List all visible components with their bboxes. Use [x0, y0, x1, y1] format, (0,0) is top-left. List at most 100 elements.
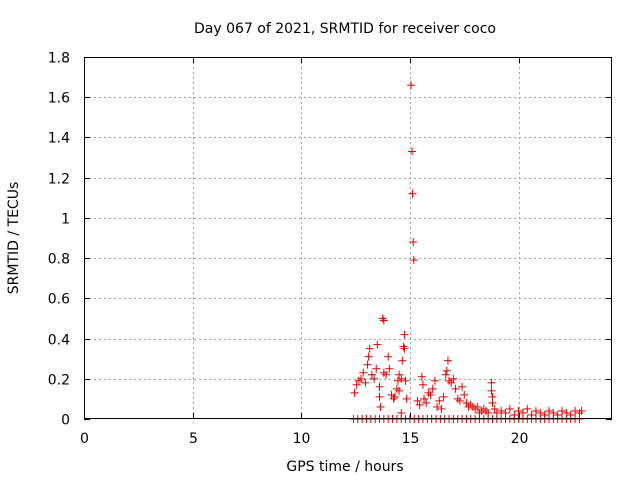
data-point — [407, 81, 416, 90]
x-tick-labels: 0 5 10 15 20 — [80, 431, 528, 447]
grid-lines — [84, 57, 612, 419]
data-point — [442, 366, 451, 375]
y-tick-labels: 0 0.2 0.4 0.6 0.8 1 1.2 1.4 1.6 1.8 — [48, 51, 70, 429]
data-point — [424, 388, 433, 397]
data-point — [387, 390, 396, 399]
data-point — [422, 398, 431, 407]
data-point — [413, 396, 422, 405]
data-point — [437, 404, 446, 413]
y-tick-label: 1.2 — [48, 172, 70, 188]
data-point — [451, 384, 460, 393]
y-tick-label: 0 — [61, 413, 70, 429]
x-tick-label: 10 — [293, 431, 311, 447]
data-point — [479, 404, 488, 413]
y-tick-label: 0.2 — [48, 373, 70, 389]
data-point — [430, 376, 439, 385]
data-points — [349, 81, 586, 423]
data-point — [481, 406, 490, 415]
data-point — [408, 189, 417, 198]
y-tick-label: 1.4 — [48, 131, 70, 147]
data-point — [473, 402, 482, 411]
data-point — [453, 394, 462, 403]
data-point — [365, 344, 374, 353]
data-point — [443, 356, 452, 365]
data-point — [379, 316, 388, 325]
chart-title: Day 067 of 2021, SRMTID for receiver coc… — [194, 21, 496, 37]
data-point — [400, 344, 409, 353]
data-point — [505, 404, 514, 413]
data-point — [433, 402, 442, 411]
axis-ticks — [84, 57, 612, 420]
data-point — [384, 352, 393, 361]
data-point — [395, 386, 404, 395]
data-point — [399, 342, 408, 351]
x-tick-label: 20 — [511, 431, 529, 447]
data-point — [488, 398, 497, 407]
data-point — [398, 356, 407, 365]
data-point — [379, 368, 388, 377]
data-point — [401, 376, 410, 385]
data-point — [487, 378, 496, 387]
data-point — [417, 372, 426, 381]
data-point — [397, 374, 406, 383]
data-point — [364, 352, 373, 361]
data-point — [409, 256, 418, 265]
x-axis-label: GPS time / hours — [286, 459, 403, 475]
y-tick-label: 0.6 — [48, 292, 70, 308]
data-point — [361, 378, 370, 387]
data-point — [408, 147, 417, 156]
data-point — [460, 390, 469, 399]
data-point — [375, 382, 384, 391]
x-tick-label: 5 — [189, 431, 198, 447]
data-point — [544, 406, 553, 415]
data-point — [428, 384, 437, 393]
data-point — [357, 374, 366, 383]
data-point — [471, 404, 480, 413]
data-point — [497, 406, 506, 415]
data-point — [487, 386, 496, 395]
data-point — [402, 394, 411, 403]
data-point — [350, 388, 359, 397]
data-point — [462, 398, 471, 407]
data-point — [435, 396, 444, 405]
y-tick-label: 1.6 — [48, 91, 70, 107]
data-point — [420, 394, 429, 403]
data-point — [558, 406, 567, 415]
data-point — [490, 404, 499, 413]
data-point — [466, 400, 475, 409]
data-point — [455, 396, 464, 405]
data-point — [458, 382, 467, 391]
data-point — [367, 370, 376, 379]
data-point — [447, 378, 456, 387]
data-point — [449, 374, 458, 383]
data-point — [415, 400, 424, 409]
data-point — [378, 314, 387, 323]
data-point — [418, 380, 427, 389]
x-tick-label: 15 — [402, 431, 420, 447]
data-point — [393, 376, 402, 385]
data-point — [441, 370, 450, 379]
plot-frame — [84, 57, 612, 419]
data-point — [359, 368, 368, 377]
data-point — [577, 406, 586, 415]
data-point — [400, 330, 409, 339]
data-point — [352, 380, 361, 389]
data-point — [426, 390, 435, 399]
data-point — [514, 406, 523, 415]
data-point — [439, 392, 448, 401]
data-point — [392, 384, 401, 393]
data-point — [354, 376, 363, 385]
data-point — [372, 364, 381, 373]
x-tick-label: 0 — [80, 431, 89, 447]
y-tick-label: 1.8 — [48, 51, 70, 67]
data-point — [390, 392, 399, 401]
data-point — [382, 370, 391, 379]
data-point — [385, 364, 394, 373]
data-point — [363, 360, 372, 369]
data-point — [389, 394, 398, 403]
data-point — [375, 392, 384, 401]
y-tick-label: 1 — [61, 212, 70, 228]
y-tick-label: 0.4 — [48, 333, 70, 349]
data-point — [531, 406, 540, 415]
